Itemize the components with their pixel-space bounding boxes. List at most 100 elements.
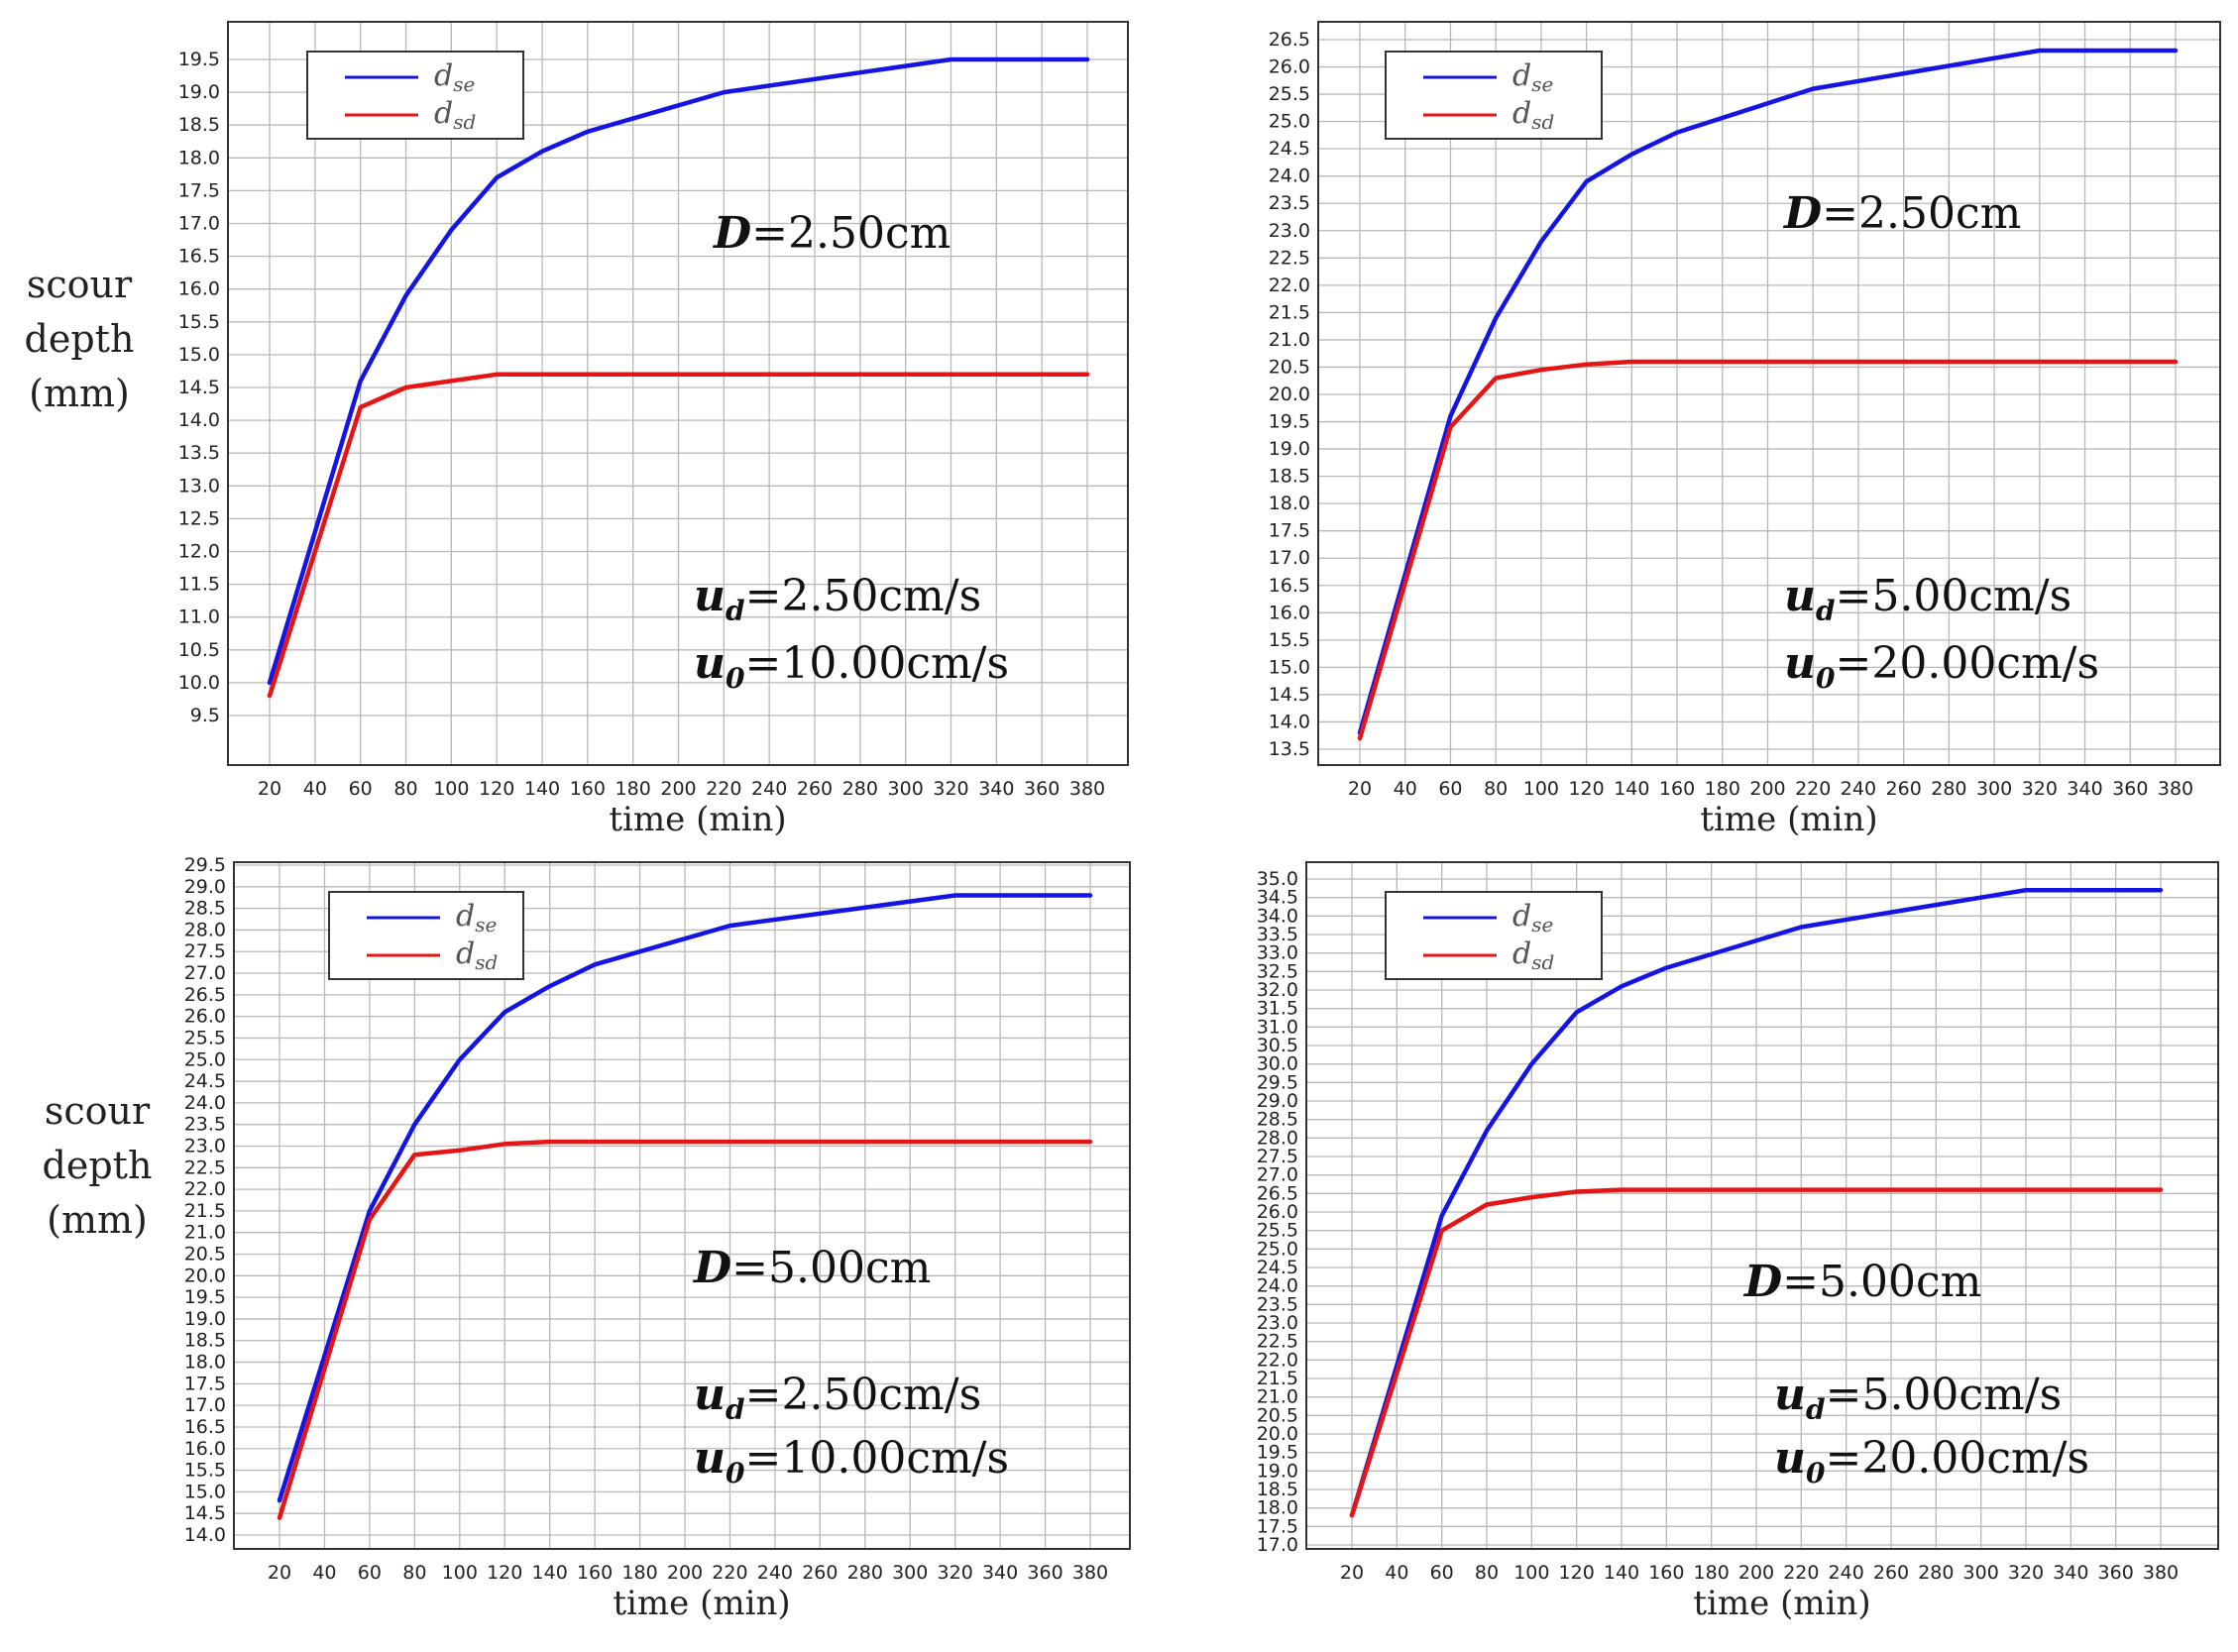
y-tick-label: 28.5 [1257,1109,1298,1131]
y-tick-label: 19.5 [1257,1442,1298,1464]
y-tick-label: 20.0 [1257,1423,1298,1445]
legend-box [328,891,524,980]
y-tick-label: 17.0 [1257,1534,1298,1556]
y-tick-label: 25.0 [184,1048,226,1070]
x-axis-title: time (min) [609,800,786,839]
y-axis-label-line: scour [45,1089,151,1133]
x-tick-label: 340 [2053,1562,2088,1584]
x-tick-label: 220 [706,778,741,800]
y-tick-label: 14.0 [184,1524,226,1546]
y-tick-label: 24.0 [184,1092,226,1114]
legend-label: dsd [1512,936,1554,974]
y-tick-label: 21.0 [184,1222,226,1244]
y-tick-label: 27.0 [1257,1164,1298,1186]
series-line-dse [277,893,1093,1503]
x-tick-label: 320 [2022,778,2058,800]
annotation-ud-symbol: u [1784,571,1816,621]
y-tick-label: 29.5 [184,854,226,876]
x-tick-label: 260 [1873,1562,1909,1584]
x-tick-label: 220 [1795,778,1831,800]
x-tick-label: 40 [1394,778,1417,800]
y-tick-label: 18.0 [1269,493,1310,514]
y-tick-label: 22.0 [1257,1349,1298,1371]
legend-label-sub: se [1531,913,1553,936]
x-tick-label: 240 [1829,1562,1864,1584]
legend-label-sub: se [475,913,497,936]
x-tick-label: 20 [258,778,281,800]
y-tick-label: 28.0 [1257,1127,1298,1149]
y-tick-label: 9.5 [190,705,220,726]
annotation-diameter-value: =5.00cm [731,1243,931,1293]
x-tick-label: 180 [1694,1562,1730,1584]
y-tick-label: 29.0 [1257,1090,1298,1112]
y-tick-label: 30.0 [1257,1053,1298,1075]
legend-label-sub: sd [453,110,476,134]
y-tick-label: 32.5 [1257,960,1298,982]
annotation-diameter-value: =2.50cm [1822,188,2021,239]
y-tick-label: 35.0 [1257,868,1298,890]
x-axis-title: time (min) [1693,1584,1870,1623]
y-tick-label: 18.0 [184,1352,226,1374]
y-tick-label: 27.5 [1257,1146,1298,1167]
annotation-ud-symbol: u [694,1370,726,1420]
y-tick-label: 22.5 [184,1156,226,1178]
annotation-diameter-symbol: D [1782,188,1822,239]
annotation-ud-value: =2.50cm/s [745,571,982,621]
x-tick-label: 160 [1648,1562,1684,1584]
x-tick-label: 120 [1568,778,1604,800]
annotation-ud-symbol: u [1774,1370,1806,1420]
x-tick-label: 80 [1484,778,1508,800]
y-tick-label: 14.0 [178,409,220,431]
y-tick-label: 22.5 [1257,1331,1298,1353]
y-tick-label: 26.5 [184,984,226,1006]
y-tick-label: 26.0 [1257,1201,1298,1223]
series-line-dse [267,56,1090,686]
y-tick-label: 25.5 [184,1027,226,1048]
legend-label-main: d [1512,96,1531,131]
y-tick-label: 22.0 [1269,275,1310,296]
x-tick-label: 40 [303,778,327,800]
annotation-u0-symbol: u [1784,638,1816,689]
legend-label: dse [456,899,497,936]
annotation-ud-sub: d [726,595,745,627]
y-tick-label: 16.0 [184,1438,226,1460]
legend-label-sub: sd [1531,950,1554,974]
y-tick-label: 20.5 [1257,1404,1298,1426]
y-tick-label: 20.0 [184,1265,226,1286]
legend-label: dse [1512,899,1553,936]
x-tick-label: 340 [2067,778,2102,800]
y-tick-label: 23.0 [184,1135,226,1156]
x-tick-label: 100 [1523,778,1559,800]
y-tick-label: 27.5 [184,940,226,962]
legend-label-main: d [434,96,453,131]
x-tick-label: 280 [1918,1562,1954,1584]
plot-frame [1317,21,2221,766]
y-tick-label: 17.5 [1257,1515,1298,1537]
annotation-u0-symbol: u [694,638,726,689]
x-tick-label: 120 [479,778,514,800]
x-tick-label: 200 [1738,1562,1774,1584]
y-tick-label: 13.5 [178,442,220,464]
y-tick-label: 15.0 [1269,656,1310,678]
x-tick-label: 300 [888,778,924,800]
annotation-ud-value: =2.50cm/s [745,1370,982,1420]
x-tick-label: 140 [1604,1562,1639,1584]
y-tick-label: 31.5 [1257,998,1298,1020]
y-tick-label: 16.5 [184,1416,226,1438]
annotation-diameter: D=5.00cm [1742,1257,1981,1307]
annotation-u0: u0=10.00cm/s [694,1433,1009,1489]
y-tick-label: 24.5 [1257,1257,1298,1278]
y-tick-label: 17.0 [178,213,220,235]
annotation-ud-sub: d [726,1393,745,1426]
y-tick-label: 13.5 [1269,738,1310,760]
x-tick-label: 100 [1513,1562,1549,1584]
x-tick-label: 300 [1976,778,2012,800]
y-tick-label: 27.0 [184,962,226,984]
x-tick-label: 140 [532,1562,568,1584]
y-tick-label: 19.5 [1269,411,1310,433]
annotation-u0-symbol: u [694,1433,726,1484]
y-tick-label: 20.5 [184,1244,226,1266]
y-tick-label: 11.5 [178,574,220,596]
y-tick-label: 15.5 [1269,629,1310,651]
legend-label: dsd [456,936,498,974]
